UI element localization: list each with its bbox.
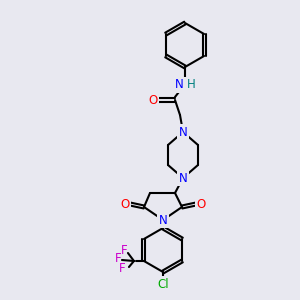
- Text: O: O: [120, 197, 130, 211]
- Text: N: N: [178, 125, 188, 139]
- Text: O: O: [148, 94, 158, 106]
- Text: H: H: [187, 79, 195, 92]
- Text: F: F: [115, 253, 121, 266]
- Text: O: O: [196, 197, 206, 211]
- Text: N: N: [159, 214, 167, 226]
- Text: Cl: Cl: [157, 278, 169, 290]
- Text: N: N: [178, 172, 188, 184]
- Text: F: F: [118, 262, 125, 275]
- Text: F: F: [121, 244, 127, 257]
- Text: N: N: [175, 79, 183, 92]
